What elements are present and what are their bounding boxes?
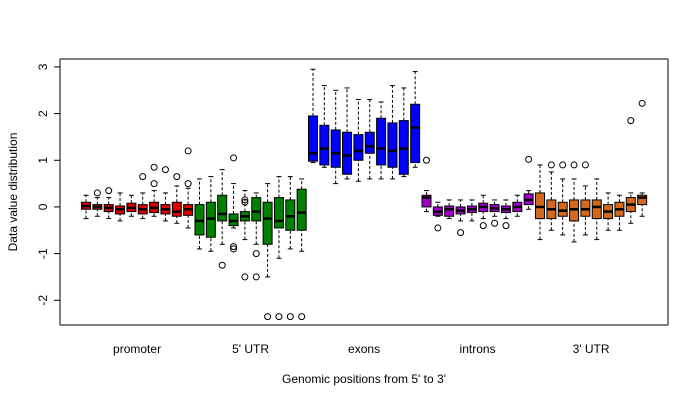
outlier (491, 219, 499, 227)
box (591, 199, 602, 220)
box (421, 194, 432, 208)
outlier (184, 180, 192, 188)
box (364, 131, 375, 154)
outlier (93, 189, 101, 197)
x-axis-label: Genomic positions from 5' to 3' (282, 372, 446, 386)
x-group-label: promoter (113, 342, 161, 356)
outlier (241, 196, 249, 204)
outlier (298, 313, 306, 321)
outlier (150, 163, 158, 171)
outlier (423, 156, 430, 164)
outlier (286, 313, 294, 321)
box (217, 194, 228, 222)
y-tick-label: -1 (36, 248, 50, 259)
box (330, 129, 341, 168)
y-tick-label: -2 (36, 295, 50, 306)
outlier (150, 180, 158, 188)
box (319, 124, 330, 166)
box (376, 117, 387, 166)
box (387, 122, 398, 168)
box (637, 194, 648, 206)
outlier (275, 313, 283, 321)
outlier (434, 224, 442, 232)
plot-frame (59, 58, 669, 326)
outlier (230, 243, 238, 251)
y-axis-label: Data value distribution (6, 133, 20, 252)
outlier (638, 99, 646, 107)
outlier (173, 173, 181, 181)
outlier (184, 147, 192, 155)
y-tick-label: 3 (36, 63, 50, 70)
outlier (479, 222, 487, 230)
x-group-label: 5' UTR (232, 342, 269, 356)
y-tick-label: 2 (36, 110, 50, 117)
box (262, 201, 273, 245)
outlier (230, 154, 238, 162)
outlier (264, 313, 272, 321)
outlier (502, 222, 510, 230)
box (251, 197, 262, 222)
outlier (218, 261, 226, 269)
outlier (230, 245, 238, 253)
outlier (105, 187, 113, 195)
box (308, 115, 318, 162)
outlier (161, 166, 169, 174)
outlier (581, 161, 589, 169)
box (353, 134, 364, 161)
box (171, 201, 182, 217)
box (444, 205, 455, 217)
outlier (570, 161, 578, 169)
box (342, 131, 353, 175)
outlier (559, 161, 567, 169)
box (410, 103, 421, 164)
outlier (252, 250, 260, 258)
outlier (139, 173, 147, 181)
outlier (241, 198, 249, 206)
box (273, 197, 284, 229)
outlier (525, 155, 533, 163)
x-group-label: 3' UTR (573, 342, 610, 356)
outlier (627, 117, 635, 125)
outlier (547, 161, 555, 169)
y-tick-label: 1 (36, 157, 50, 164)
box (296, 188, 307, 231)
x-group-label: exons (348, 342, 380, 356)
x-group-label: introns (460, 342, 496, 356)
box (557, 201, 568, 217)
y-tick-label: 0 (36, 203, 50, 210)
outlier (457, 229, 465, 237)
outlier (241, 273, 249, 281)
outlier (252, 273, 260, 281)
